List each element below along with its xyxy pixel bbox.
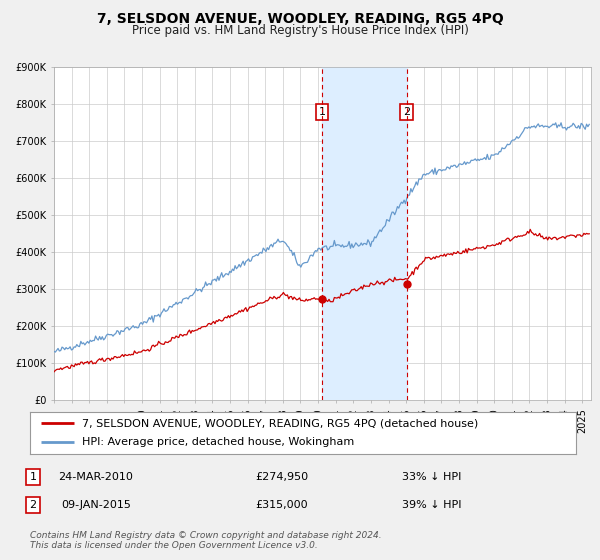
- Text: 33% ↓ HPI: 33% ↓ HPI: [403, 472, 461, 482]
- Text: 1: 1: [319, 107, 326, 117]
- Text: 09-JAN-2015: 09-JAN-2015: [61, 500, 131, 510]
- Text: Contains HM Land Registry data © Crown copyright and database right 2024.
This d: Contains HM Land Registry data © Crown c…: [30, 531, 382, 550]
- Text: 2: 2: [403, 107, 410, 117]
- Text: 7, SELSDON AVENUE, WOODLEY, READING, RG5 4PQ (detached house): 7, SELSDON AVENUE, WOODLEY, READING, RG5…: [82, 418, 478, 428]
- Text: 7, SELSDON AVENUE, WOODLEY, READING, RG5 4PQ: 7, SELSDON AVENUE, WOODLEY, READING, RG5…: [97, 12, 503, 26]
- Bar: [322, 67, 407, 400]
- Text: 24-MAR-2010: 24-MAR-2010: [59, 472, 133, 482]
- Text: Price paid vs. HM Land Registry's House Price Index (HPI): Price paid vs. HM Land Registry's House …: [131, 24, 469, 37]
- Text: 39% ↓ HPI: 39% ↓ HPI: [402, 500, 462, 510]
- Text: HPI: Average price, detached house, Wokingham: HPI: Average price, detached house, Woki…: [82, 437, 354, 447]
- Text: £274,950: £274,950: [256, 472, 308, 482]
- Text: 2: 2: [29, 500, 37, 510]
- Text: 1: 1: [29, 472, 37, 482]
- Text: £315,000: £315,000: [256, 500, 308, 510]
